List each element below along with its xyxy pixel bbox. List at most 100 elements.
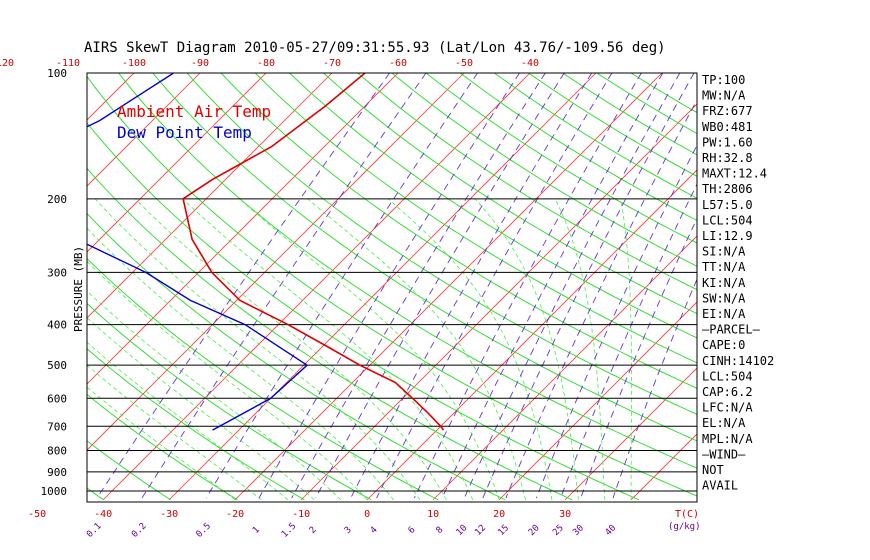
moist-adiabat-line xyxy=(87,386,236,501)
mixing-ratio-labels: 0.1 0.2 0.5 1 1.5 2 3 4 6 8 10 12 15 20 25 30 40 xyxy=(85,521,618,540)
isotherm-line xyxy=(87,73,201,187)
mixing-ratio-label: 8 xyxy=(435,525,446,536)
index-line: SW:N/A xyxy=(702,291,746,305)
dewpoint-temp-line xyxy=(87,73,309,431)
pressure-tick-label: 900 xyxy=(47,466,67,479)
dry-adiabat-line xyxy=(118,73,697,469)
dry-adiabat-line xyxy=(87,348,305,501)
chart-title: AIRS SkewT Diagram 2010-05-27/09:31:55.9… xyxy=(84,40,666,56)
bottom-temp-label: -20 xyxy=(226,509,244,520)
pressure-tick-label: 100 xyxy=(47,67,67,80)
top-temp-label: -100 xyxy=(122,58,146,69)
isotherm-line xyxy=(432,235,697,501)
dry-adiabat-line xyxy=(87,212,506,501)
moist-adiabat-line xyxy=(135,198,447,501)
bottom-temp-label: -40 xyxy=(94,509,112,520)
index-line: LCL:504 xyxy=(702,213,753,227)
bottom-temperature-labels: -50 -40 -30 -20 -10 0 10 20 30 xyxy=(28,509,571,520)
mixing-ratio-label: 0.5 xyxy=(194,521,213,540)
isotherm-line xyxy=(87,73,135,121)
pressure-tick-label: 500 xyxy=(47,359,67,372)
moist-adiabat-line xyxy=(87,341,289,501)
bottom-temp-label: 30 xyxy=(559,509,571,520)
top-temp-label: -50 xyxy=(455,58,473,69)
dry-adiabat-line xyxy=(528,73,697,177)
moist-adiabat-line xyxy=(87,227,394,501)
top-temp-label: -120 xyxy=(0,58,14,69)
isotherm-line xyxy=(300,103,697,501)
mixing-ratio-label: 30 xyxy=(571,523,586,538)
dry-adiabat-line xyxy=(87,122,640,501)
mixing-ratio-unit-label: (g/kg) xyxy=(668,522,701,532)
top-temp-label: -40 xyxy=(521,58,539,69)
dry-adiabat-line xyxy=(220,73,697,389)
moist-adiabat-lines xyxy=(87,198,632,501)
dry-adiabat-line xyxy=(87,75,697,497)
mixing-ratio-label: 0.2 xyxy=(130,521,149,540)
mixing-ratio-label: 15 xyxy=(496,523,511,538)
mixing-ratio-line xyxy=(141,73,427,499)
legend-item-dewpoint: Dew Point Temp xyxy=(117,123,252,142)
moist-adiabat-line xyxy=(182,198,474,501)
mixing-ratio-line xyxy=(205,73,478,499)
moist-adiabat-line xyxy=(239,198,500,501)
mixing-ratio-label: 40 xyxy=(604,523,619,538)
plot-frame xyxy=(86,72,698,503)
bottom-temp-label: -30 xyxy=(160,509,178,520)
index-line: LI:12.9 xyxy=(702,229,753,243)
index-line: MAXT:12.4 xyxy=(702,167,767,181)
bottom-temp-label: -50 xyxy=(28,509,46,520)
index-line: EL:N/A xyxy=(702,416,746,430)
mixing-ratio-label: 10 xyxy=(455,523,470,538)
top-temp-label: -70 xyxy=(323,58,341,69)
mixing-ratio-line xyxy=(96,73,390,499)
index-line: LCL:504 xyxy=(702,369,753,383)
index-line: —WIND— xyxy=(702,447,746,461)
isotherm-line xyxy=(87,73,333,319)
dry-adiabat-line xyxy=(254,73,697,364)
mixing-ratio-label: 0.1 xyxy=(85,521,104,540)
index-line: —PARCEL— xyxy=(702,323,761,337)
top-temp-label: -90 xyxy=(191,58,209,69)
mixing-ratio-line xyxy=(505,99,697,499)
moist-adiabat-line xyxy=(87,290,341,501)
legend: Ambient Air Temp Dew Point Temp xyxy=(117,102,271,142)
dry-adiabat-line xyxy=(87,440,171,501)
mixing-ratio-label: 4 xyxy=(369,525,380,536)
moist-adiabat-line xyxy=(620,198,632,500)
index-line: RH:32.8 xyxy=(702,151,753,165)
mixing-ratio-line xyxy=(560,182,697,499)
mixing-ratio-line xyxy=(463,73,681,499)
index-line: LFC:N/A xyxy=(702,401,753,415)
mixing-ratio-label: 1.5 xyxy=(280,521,299,540)
moist-adiabat-line xyxy=(87,260,368,501)
dry-adiabat-line xyxy=(87,167,573,501)
index-line: TH:2806 xyxy=(702,182,753,196)
index-line: AVAIL xyxy=(702,479,738,493)
dry-adiabat-line xyxy=(152,73,697,442)
moist-adiabat-line xyxy=(387,198,553,500)
mixing-ratio-label: 20 xyxy=(527,523,542,538)
index-line: TT:N/A xyxy=(702,260,746,274)
dry-adiabat-line xyxy=(87,302,372,501)
dry-adiabat-line xyxy=(186,73,697,415)
index-line: CAPE:0 xyxy=(702,338,745,352)
isotherm-line xyxy=(763,73,870,500)
moist-adiabat-line xyxy=(94,198,421,501)
dry-adiabat-line xyxy=(87,487,104,501)
mixing-ratio-line xyxy=(291,73,546,499)
profile-lines xyxy=(87,73,445,431)
legend-item-ambient: Ambient Air Temp xyxy=(117,102,271,121)
isotherm-line xyxy=(87,73,399,385)
mixing-ratio-line xyxy=(580,217,697,499)
bottom-temp-label: 10 xyxy=(427,509,439,520)
pressure-tick-label: 1000 xyxy=(41,485,68,498)
index-line: PW:1.60 xyxy=(702,135,753,149)
mixing-ratio-line xyxy=(376,73,613,499)
mixing-ratio-line xyxy=(315,73,565,499)
y-axis-label: PRESSURE (MB) xyxy=(72,246,85,332)
bottom-temp-label: 20 xyxy=(493,509,505,520)
mixing-ratio-line xyxy=(482,73,695,499)
moist-adiabat-line xyxy=(554,198,606,500)
dry-adiabat-line xyxy=(494,73,697,199)
